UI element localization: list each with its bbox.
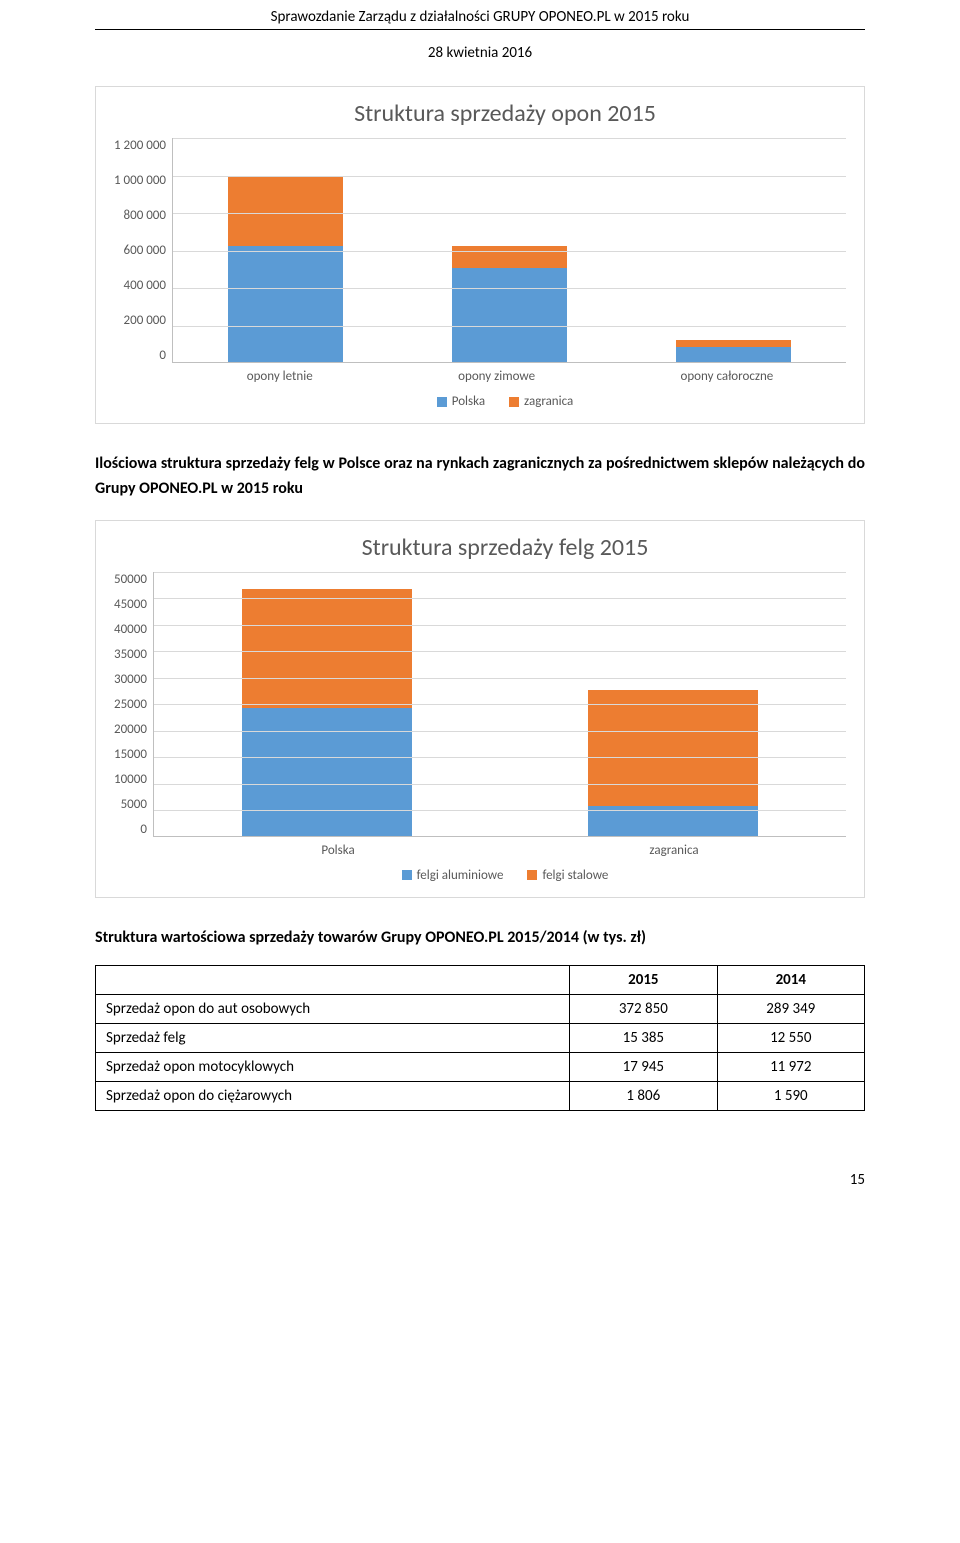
- xtick-label: Polska: [321, 843, 354, 858]
- ytick-label: 25000: [114, 697, 147, 712]
- bar-segment: [228, 246, 343, 362]
- table-cell: Sprzedaż opon do aut osobowych: [96, 994, 570, 1023]
- legend-swatch: [402, 870, 412, 880]
- table-cell: 12 550: [717, 1023, 864, 1052]
- bar-segment: [242, 708, 412, 835]
- table-cell: 289 349: [717, 994, 864, 1023]
- table-row: Sprzedaż opon do ciężarowych1 8061 590: [96, 1081, 865, 1110]
- ytick-label: 20000: [114, 722, 147, 737]
- chart-felg-xlabels: Polska zagranica: [174, 843, 846, 858]
- ytick-label: 35000: [114, 647, 147, 662]
- ytick-label: 400 000: [124, 278, 166, 293]
- bar-segment: [676, 340, 791, 348]
- legend-swatch: [437, 397, 447, 407]
- table-row: Sprzedaż opon do aut osobowych372 850289…: [96, 994, 865, 1023]
- chart-opon: Struktura sprzedaży opon 2015 1 200 0001…: [95, 86, 865, 424]
- legend-label: Polska: [452, 394, 485, 409]
- table-cell: 1 806: [570, 1081, 717, 1110]
- table-cell: Sprzedaż opon motocyklowych: [96, 1052, 570, 1081]
- legend-label: felgi stalowe: [542, 868, 608, 883]
- document-header-title: Sprawozdanie Zarządu z działalności GRUP…: [95, 0, 865, 30]
- bar-segment: [676, 347, 791, 362]
- legend-item: zagranica: [509, 394, 573, 409]
- table-cell: 1 590: [717, 1081, 864, 1110]
- chart-felg: Struktura sprzedaży felg 2015 5000045000…: [95, 520, 865, 898]
- table-row: Sprzedaż opon motocyklowych17 94511 972: [96, 1052, 865, 1081]
- chart-felg-legend: felgi aluminiowe felgi stalowe: [164, 868, 846, 883]
- xtick-label: opony letnie: [247, 369, 313, 384]
- table-cell: 11 972: [717, 1052, 864, 1081]
- ytick-label: 30000: [114, 672, 147, 687]
- legend-label: felgi aluminiowe: [417, 868, 504, 883]
- ytick-label: 40000: [114, 622, 147, 637]
- ytick-label: 1 200 000: [114, 138, 166, 153]
- bar-segment: [242, 589, 412, 708]
- chart-felg-title: Struktura sprzedaży felg 2015: [164, 533, 846, 562]
- legend-item: felgi aluminiowe: [402, 868, 504, 883]
- xtick-label: opony zimowe: [458, 369, 535, 384]
- page-number: 15: [95, 1171, 865, 1189]
- table-cell: 17 945: [570, 1052, 717, 1081]
- bar-segment: [452, 268, 567, 362]
- table-cell: Sprzedaż felg: [96, 1023, 570, 1052]
- ytick-label: 600 000: [124, 243, 166, 258]
- ytick-label: 10000: [114, 772, 147, 787]
- ytick-label: 50000: [114, 572, 147, 587]
- xtick-label: zagranica: [649, 843, 698, 858]
- chart-opon-xlabels: opony letnie opony zimowe opony całoroczne: [174, 369, 846, 384]
- table-header-cell: 2015: [570, 965, 717, 994]
- legend-item: Polska: [437, 394, 485, 409]
- chart-opon-yaxis: 1 200 000 1 000 000 800 000 600 000 400 000 2…: [114, 138, 172, 363]
- bar-segment: [228, 176, 343, 245]
- ytick-label: 5000: [121, 797, 147, 812]
- chart-felg-yaxis: 5000045000400003500030000250002000015000…: [114, 572, 153, 837]
- table-heading: Struktura wartościowa sprzedaży towarów …: [95, 928, 865, 947]
- chart-opon-legend: Polska zagranica: [164, 394, 846, 409]
- table-header-cell: [96, 965, 570, 994]
- document-date: 28 kwietnia 2016: [95, 30, 865, 86]
- sales-table: 20152014 Sprzedaż opon do aut osobowych3…: [95, 965, 865, 1111]
- table-header-cell: 2014: [717, 965, 864, 994]
- ytick-label: 15000: [114, 747, 147, 762]
- legend-label: zagranica: [524, 394, 573, 409]
- paragraph-felg-intro: Ilościowa struktura sprzedaży felg w Pol…: [95, 452, 865, 502]
- bar-segment: [452, 246, 567, 269]
- ytick-label: 1 000 000: [114, 173, 166, 188]
- ytick-label: 0: [140, 822, 147, 837]
- ytick-label: 45000: [114, 597, 147, 612]
- table-cell: 372 850: [570, 994, 717, 1023]
- chart-felg-plot: [153, 572, 846, 837]
- legend-item: felgi stalowe: [527, 868, 608, 883]
- legend-swatch: [527, 870, 537, 880]
- bar-segment: [588, 690, 758, 807]
- table-cell: 15 385: [570, 1023, 717, 1052]
- table-row: Sprzedaż felg15 38512 550: [96, 1023, 865, 1052]
- ytick-label: 200 000: [124, 313, 166, 328]
- chart-opon-plot: [172, 138, 846, 363]
- ytick-label: 800 000: [124, 208, 166, 223]
- legend-swatch: [509, 397, 519, 407]
- table-cell: Sprzedaż opon do ciężarowych: [96, 1081, 570, 1110]
- xtick-label: opony całoroczne: [681, 369, 774, 384]
- chart-opon-title: Struktura sprzedaży opon 2015: [164, 99, 846, 128]
- ytick-label: 0: [159, 348, 166, 363]
